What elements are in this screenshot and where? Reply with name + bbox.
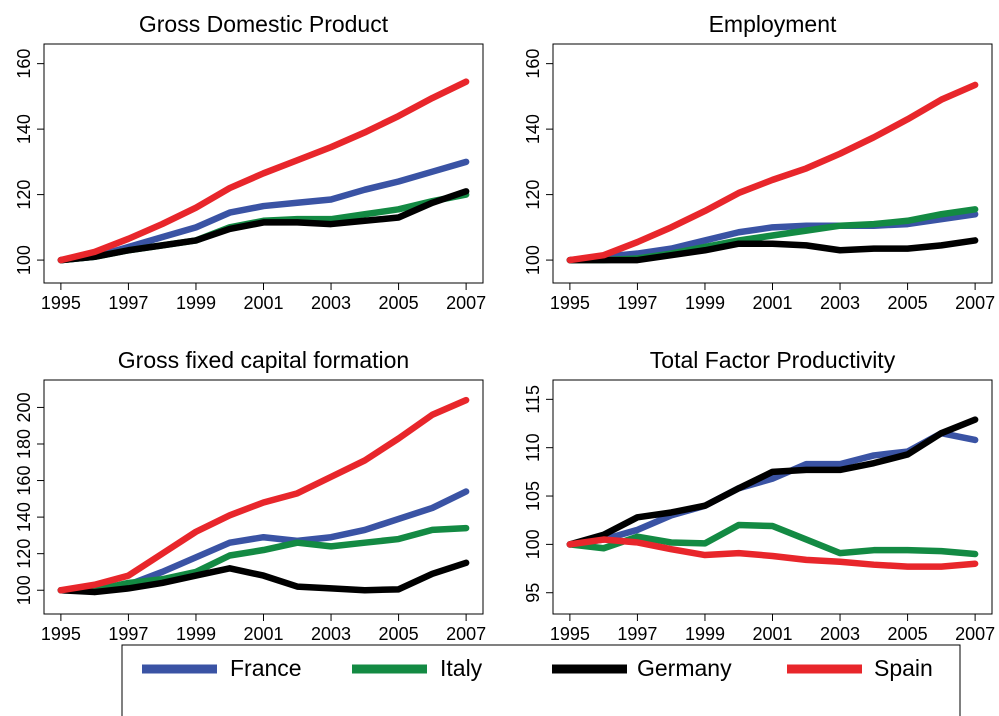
y-tick-label: 200 [14,392,34,422]
x-tick-label: 2003 [820,293,860,313]
series-line [57,188,470,264]
x-tick-label: 2003 [820,624,860,644]
y-tick-label: 180 [14,429,34,459]
y-tick-label: 140 [523,114,543,144]
y-tick-label: 120 [523,180,543,210]
legend-label: Italy [440,655,483,681]
series-line [57,559,470,596]
y-tick-label: 140 [14,502,34,532]
x-tick-label: 2001 [243,624,283,644]
legend-label: Spain [874,655,933,681]
series-line [566,521,979,558]
y-tick-label: 120 [14,180,34,210]
x-tick-label: 1999 [176,624,216,644]
legend-label: Germany [637,655,732,681]
plot-frame [552,379,993,615]
x-tick-label: 2001 [752,624,792,644]
y-tick-label: 100 [14,575,34,605]
x-tick-label: 2007 [446,624,486,644]
x-tick-label: 1997 [617,624,657,644]
y-tick-label: 140 [14,114,34,144]
legend-label: France [230,655,302,681]
y-tick-label: 160 [14,466,34,496]
y-tick-label: 95 [523,583,543,603]
x-tick-label: 1997 [108,624,148,644]
x-tick-label: 1995 [550,624,590,644]
x-tick-label: 2003 [311,293,351,313]
x-tick-label: 2007 [446,293,486,313]
x-tick-label: 2001 [752,293,792,313]
series-line [566,536,979,570]
chart-title: Gross Domestic Product [139,11,389,37]
y-tick-label: 100 [14,245,34,275]
y-tick-label: 105 [523,481,543,511]
series-line [57,396,470,594]
x-tick-label: 1999 [685,624,725,644]
x-tick-label: 1997 [108,293,148,313]
series-line [566,237,979,264]
x-tick-label: 2007 [955,624,995,644]
y-tick-label: 100 [523,529,543,559]
chart-title: Gross fixed capital formation [118,347,409,373]
x-tick-label: 1999 [176,293,216,313]
x-tick-label: 1999 [685,293,725,313]
y-tick-label: 160 [14,49,34,79]
x-tick-label: 1995 [41,293,81,313]
legend-frame [121,644,961,716]
series-line [57,524,470,594]
series-line [57,78,470,264]
series-line [566,416,979,548]
chart-title: Employment [709,11,837,37]
y-tick-label: 110 [523,433,543,462]
x-tick-label: 2005 [379,293,419,313]
x-tick-label: 1997 [617,293,657,313]
x-tick-label: 2005 [888,293,928,313]
series-line [566,210,979,264]
y-tick-label: 160 [523,49,543,79]
x-tick-label: 2005 [888,624,928,644]
x-tick-label: 1995 [41,624,81,644]
x-tick-label: 2003 [311,624,351,644]
x-tick-label: 1995 [550,293,590,313]
series-line [566,81,979,264]
y-tick-label: 100 [523,245,543,275]
x-tick-label: 2005 [379,624,419,644]
y-tick-label: 115 [523,385,543,414]
x-tick-label: 2007 [955,293,995,313]
x-tick-label: 2001 [243,293,283,313]
chart-title: Total Factor Productivity [650,347,896,373]
y-tick-label: 120 [14,539,34,569]
